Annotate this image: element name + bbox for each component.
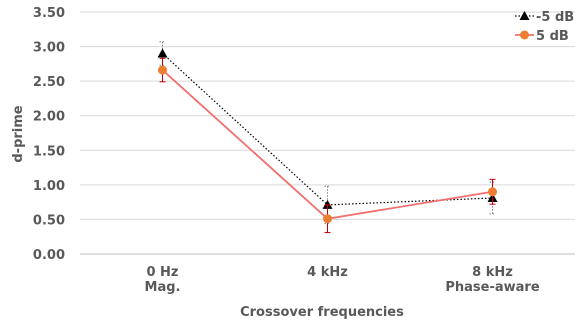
data-point [323,214,332,224]
legend: -5 dB 5 dB [515,10,574,44]
y-tick-label: 3.50 [33,6,65,21]
y-tick-label: 3.00 [33,41,65,56]
series-1 [158,57,497,234]
data-point [158,65,167,75]
legend-label: -5 dB [536,10,574,25]
legend-label: 5 dB [536,29,569,44]
y-tick-label: 2.00 [33,110,65,125]
y-axis-ticks: 0.00 0.50 1.00 1.50 2.00 2.50 3.00 3.50 [33,6,65,263]
x-axis-title: Crossover frequencies [240,305,404,320]
series-0 [157,41,498,225]
series-layer [157,41,498,234]
x-tick-label: 4 kHz [307,265,348,280]
legend-marker [520,30,529,40]
data-point [157,48,168,58]
series-line [162,53,493,206]
y-tick-label: 0.50 [33,213,65,228]
y-tick-label: 1.50 [33,144,65,159]
x-tick-label: Phase-aware [445,280,539,295]
y-tick-label: 2.50 [33,75,65,90]
data-point [488,187,497,197]
y-tick-label: 0.00 [33,248,65,263]
x-tick-label: Mag. [145,280,181,295]
x-tick-label: 8 kHz [472,265,513,280]
y-axis-title: d-prime [11,105,26,162]
y-tick-label: 1.00 [33,179,65,194]
x-tick-label: 0 Hz [146,265,178,280]
legend-marker [519,11,530,20]
